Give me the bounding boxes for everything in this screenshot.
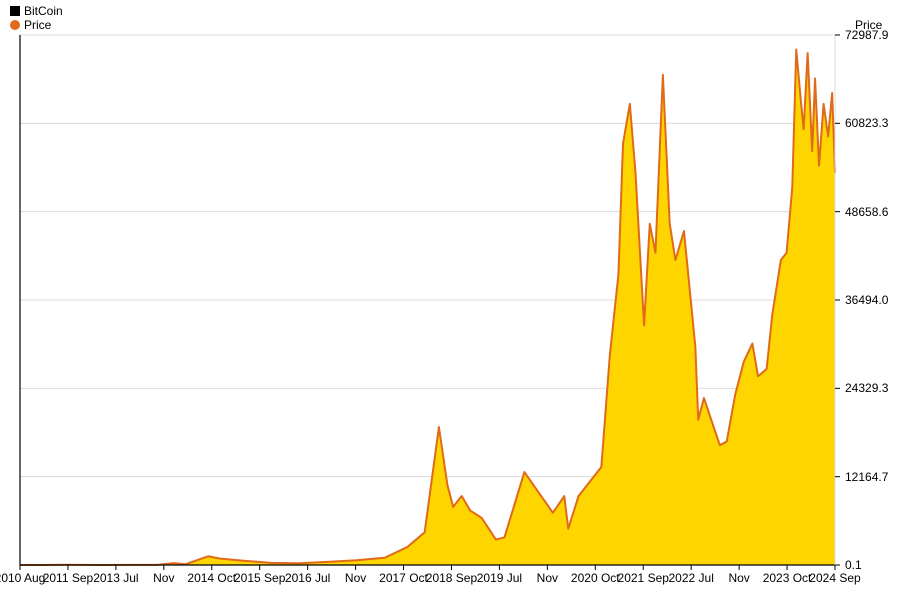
x-tick-label: 2015 Sep [234,571,285,585]
x-tick-label: 2010 Aug [0,571,45,585]
y-tick-label: 36494.0 [845,293,900,307]
y-tick-label: 24329.3 [845,381,900,395]
x-tick-label: 2016 Jul [285,571,330,585]
x-tick-label: 2014 Oct [187,571,236,585]
y-tick-label: 12164.7 [845,470,900,484]
x-tick-label: 2020 Oct [571,571,620,585]
x-tick-label: 2017 Oct [379,571,428,585]
x-tick-label: 2022 Jul [668,571,713,585]
y-tick-label: 48658.6 [845,205,900,219]
x-tick-label: Nov [537,571,558,585]
x-tick-label: Nov [345,571,366,585]
y-tick-label: 72987.9 [845,28,900,42]
x-tick-label: 2018 Sep [426,571,477,585]
x-tick-label: 2013 Jul [93,571,138,585]
x-tick-label: 2019 Jul [477,571,522,585]
x-tick-label: 2024 Sep [809,571,860,585]
x-tick-label: 2011 Sep [43,571,94,585]
area-fill [20,49,835,565]
x-tick-label: Nov [153,571,174,585]
x-tick-label: 2023 Oct [763,571,812,585]
price-chart [0,0,900,600]
x-tick-label: Nov [728,571,749,585]
y-tick-label: 0.1 [845,558,900,572]
x-tick-label: 2021 Sep [618,571,669,585]
y-tick-label: 60823.3 [845,116,900,130]
